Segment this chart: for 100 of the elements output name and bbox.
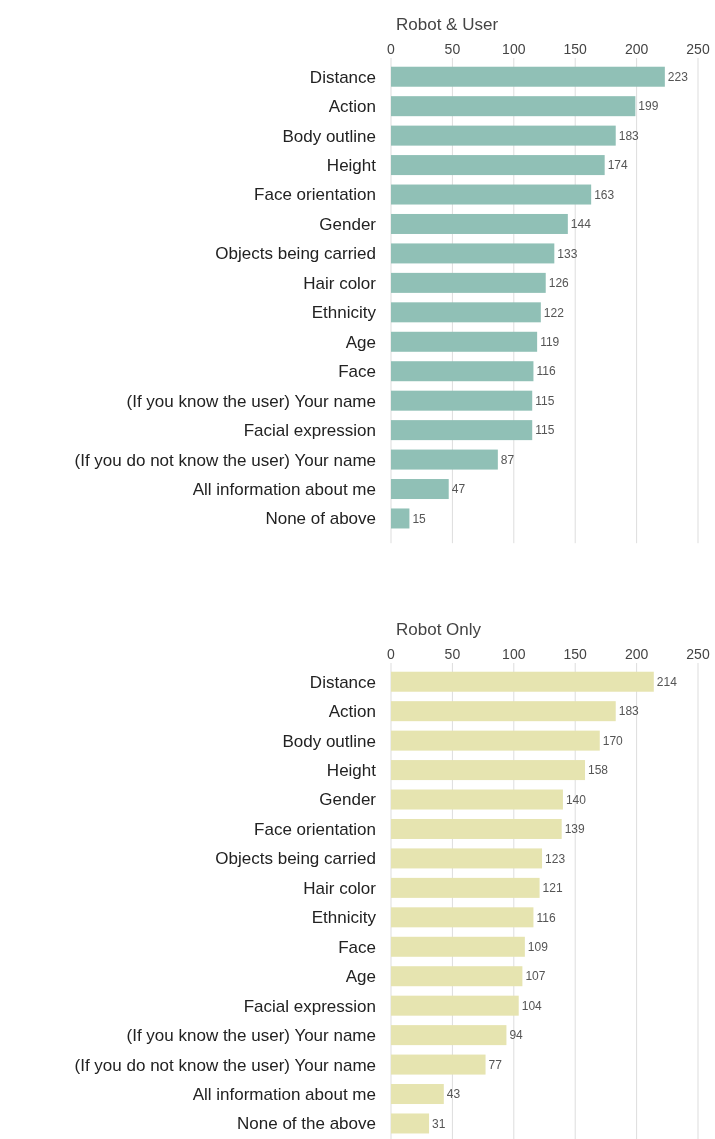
- bar: [391, 184, 592, 205]
- y-tick-label: All information about me: [192, 1084, 376, 1104]
- x-tick-label: 200: [624, 41, 649, 57]
- data-label: 144: [570, 217, 592, 232]
- y-tick-label: Facial expression: [243, 421, 376, 441]
- y-tick-label: Distance: [309, 67, 376, 87]
- x-tick-label: 150: [563, 41, 588, 57]
- bar: [391, 730, 600, 751]
- x-tick-label: 0: [387, 646, 396, 662]
- bar: [391, 390, 533, 411]
- x-tick-label: 250: [686, 646, 710, 662]
- data-label: 139: [564, 822, 586, 837]
- bar: [391, 331, 538, 352]
- data-label: 115: [535, 423, 555, 438]
- bar: [391, 671, 654, 692]
- data-label: 199: [638, 99, 659, 114]
- bar: [391, 1025, 507, 1046]
- y-tick-label: Face orientation: [254, 185, 376, 205]
- data-label: 116: [536, 364, 556, 379]
- data-label: 43: [446, 1087, 461, 1102]
- data-label: 94: [509, 1028, 524, 1043]
- bar: [391, 701, 616, 722]
- bar: [391, 155, 605, 176]
- data-label: 170: [602, 733, 624, 748]
- data-label: 174: [607, 158, 629, 173]
- data-label: 214: [656, 674, 678, 689]
- y-tick-label: Ethnicity: [311, 908, 377, 928]
- chart-title: Robot & User: [396, 15, 499, 34]
- x-tick-label: 50: [444, 646, 461, 662]
- y-tick-label: Face orientation: [254, 819, 376, 839]
- bar: [391, 877, 540, 898]
- y-tick-label: Face: [338, 937, 376, 957]
- y-tick-label: Objects being carried: [215, 849, 376, 869]
- bar: [391, 508, 410, 529]
- data-label: 121: [542, 881, 563, 896]
- bar: [391, 243, 555, 264]
- data-label: 140: [565, 792, 587, 807]
- data-label: 104: [521, 998, 543, 1013]
- y-tick-label: Body outline: [282, 731, 376, 751]
- y-tick-label: Face: [338, 362, 376, 382]
- bar: [391, 1054, 486, 1075]
- y-tick-label: Hair color: [303, 878, 377, 898]
- y-tick-label: Action: [328, 702, 376, 722]
- y-tick-label: Height: [326, 761, 377, 781]
- data-label: 119: [540, 334, 560, 349]
- bar: [391, 302, 541, 323]
- x-tick-label: 50: [444, 41, 461, 57]
- bar: [391, 848, 543, 869]
- data-label: 109: [527, 939, 549, 954]
- bar: [391, 818, 562, 839]
- data-label: 47: [451, 482, 466, 497]
- bar: [391, 66, 665, 87]
- data-label: 115: [535, 393, 555, 408]
- bar: [391, 907, 534, 928]
- bar: [391, 213, 568, 234]
- x-tick-label: 0: [387, 41, 396, 57]
- y-tick-label: (If you know the user) Your name: [126, 391, 376, 411]
- x-tick-label: 200: [624, 646, 649, 662]
- data-label: 158: [588, 763, 609, 778]
- y-tick-label: Body outline: [282, 126, 376, 146]
- bar: [391, 449, 498, 470]
- y-tick-label: All information about me: [192, 479, 376, 499]
- bar: [391, 1084, 444, 1105]
- bar: [391, 966, 523, 987]
- data-label: 126: [548, 276, 570, 291]
- y-tick-label: Ethnicity: [311, 303, 377, 323]
- bar: [391, 936, 525, 957]
- chart-title: Robot Only: [396, 620, 482, 639]
- y-tick-label: (If you do not know the user) Your name: [74, 1055, 376, 1075]
- data-label: 116: [536, 910, 556, 925]
- y-tick-label: Height: [326, 156, 377, 176]
- x-tick-label: 100: [502, 41, 526, 57]
- bar: [391, 479, 449, 500]
- y-tick-label: Action: [328, 97, 376, 117]
- x-tick-label: 150: [563, 646, 588, 662]
- bar: [391, 420, 533, 441]
- data-label: 123: [545, 851, 566, 866]
- y-tick-label: (If you know the user) Your name: [126, 1026, 376, 1046]
- x-tick-label: 100: [502, 646, 526, 662]
- data-label: 223: [667, 69, 689, 84]
- data-label: 77: [488, 1057, 503, 1072]
- bar: [391, 361, 534, 382]
- y-tick-label: (If you do not know the user) Your name: [74, 450, 376, 470]
- y-tick-label: None of the above: [237, 1114, 376, 1134]
- data-label: 107: [525, 969, 546, 984]
- bar: [391, 789, 563, 810]
- data-label: 163: [594, 187, 615, 202]
- y-tick-label: Age: [345, 967, 376, 987]
- data-label: 15: [412, 511, 427, 526]
- y-tick-label: Distance: [309, 672, 376, 692]
- y-tick-label: None of above: [265, 509, 376, 529]
- data-label: 183: [618, 128, 640, 143]
- data-label: 87: [500, 452, 515, 467]
- bar: [391, 1113, 430, 1134]
- bar: [391, 760, 586, 781]
- data-label: 183: [618, 704, 640, 719]
- y-tick-label: Facial expression: [243, 996, 376, 1016]
- bar: [391, 272, 546, 293]
- y-tick-label: Gender: [319, 214, 377, 234]
- y-tick-label: Gender: [319, 790, 377, 810]
